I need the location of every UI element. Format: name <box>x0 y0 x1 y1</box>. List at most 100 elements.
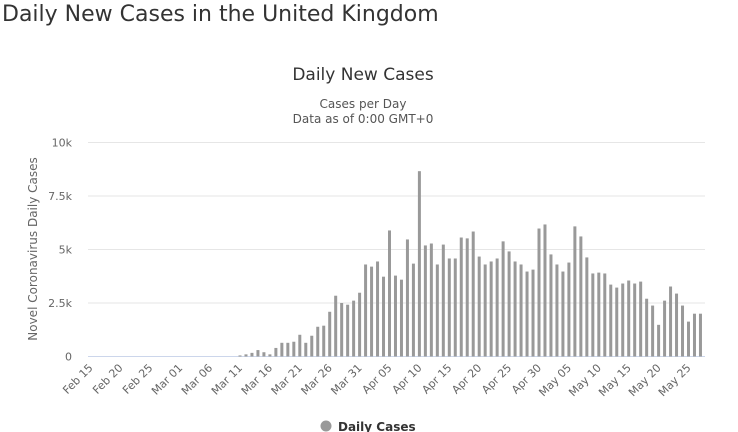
bar[interactable] <box>663 300 667 357</box>
x-tick-label: Mar 16 <box>239 361 275 397</box>
bar[interactable] <box>316 326 320 357</box>
x-tick-label: May 25 <box>656 361 694 399</box>
bar[interactable] <box>292 341 296 357</box>
bar[interactable] <box>429 243 433 357</box>
y-tick-label: 2.5k <box>48 297 72 310</box>
bar[interactable] <box>304 342 308 357</box>
bar[interactable] <box>286 342 290 357</box>
bar[interactable] <box>435 264 439 357</box>
bar[interactable] <box>280 342 284 357</box>
bar[interactable] <box>298 334 302 357</box>
bar[interactable] <box>681 305 685 357</box>
bar[interactable] <box>441 244 445 357</box>
bar[interactable] <box>585 257 589 357</box>
x-tick-label: Mar 31 <box>328 361 364 397</box>
bar[interactable] <box>603 273 607 357</box>
y-tick-label: 0 <box>65 351 72 364</box>
bar[interactable] <box>555 264 559 357</box>
bar[interactable] <box>687 321 690 357</box>
bar[interactable] <box>573 226 577 357</box>
bar[interactable] <box>698 313 702 357</box>
bar[interactable] <box>645 298 649 357</box>
bar[interactable] <box>561 271 565 357</box>
bar[interactable] <box>651 305 655 357</box>
bar[interactable] <box>513 261 517 357</box>
bar[interactable] <box>639 281 643 357</box>
bar[interactable] <box>519 264 523 357</box>
bar[interactable] <box>465 238 469 357</box>
bar[interactable] <box>621 283 625 357</box>
bar[interactable] <box>567 262 571 357</box>
bar[interactable] <box>262 352 266 357</box>
bar[interactable] <box>346 304 350 357</box>
bar[interactable] <box>388 230 391 357</box>
bar[interactable] <box>459 237 463 357</box>
bar[interactable] <box>597 272 601 357</box>
y-axis-label: Novel Coronavirus Daily Cases <box>26 157 40 340</box>
bar[interactable] <box>495 258 499 357</box>
bar[interactable] <box>483 264 487 357</box>
bar[interactable] <box>525 271 529 357</box>
bar[interactable] <box>310 335 314 357</box>
x-tick-label: Apr 10 <box>389 361 424 396</box>
bar[interactable] <box>549 254 553 357</box>
bar[interactable] <box>364 264 368 357</box>
bar[interactable] <box>507 251 511 357</box>
bar[interactable] <box>340 303 344 357</box>
bar[interactable] <box>633 283 637 357</box>
x-tick-label: Mar 06 <box>179 361 215 397</box>
bar[interactable] <box>399 279 403 357</box>
bar[interactable] <box>417 171 421 357</box>
bar[interactable] <box>627 280 631 357</box>
legend-label: Daily Cases <box>338 420 416 432</box>
bar[interactable] <box>334 295 338 357</box>
bar[interactable] <box>393 275 397 357</box>
bar[interactable] <box>692 313 696 357</box>
x-tick-label: Apr 20 <box>449 361 484 396</box>
y-tick-label: 7.5k <box>48 190 72 203</box>
x-tick-label: Mar 26 <box>299 361 335 397</box>
x-tick-label: Mar 11 <box>209 361 245 397</box>
x-tick-label: May 10 <box>566 361 604 399</box>
bar[interactable] <box>537 228 541 357</box>
bar[interactable] <box>471 231 475 357</box>
x-tick-label: Feb 20 <box>90 361 125 396</box>
bar[interactable] <box>382 276 386 357</box>
page-title: Daily New Cases in the United Kingdom <box>2 2 439 27</box>
bar[interactable] <box>256 350 260 357</box>
bar[interactable] <box>268 354 272 357</box>
bar[interactable] <box>370 266 374 357</box>
bar[interactable] <box>591 273 595 357</box>
bar[interactable] <box>675 293 679 357</box>
bar[interactable] <box>322 325 326 357</box>
bar[interactable] <box>358 292 362 357</box>
bar[interactable] <box>609 284 613 357</box>
bar[interactable] <box>411 263 415 357</box>
bar[interactable] <box>477 256 481 357</box>
bar[interactable] <box>274 347 278 357</box>
bar[interactable] <box>657 324 661 357</box>
bar[interactable] <box>423 245 427 357</box>
bar[interactable] <box>615 287 619 357</box>
bar[interactable] <box>244 354 248 357</box>
bar[interactable] <box>328 311 332 357</box>
bar[interactable] <box>376 261 380 357</box>
legend-item-daily-cases[interactable]: Daily Cases <box>320 420 416 432</box>
bar[interactable] <box>501 241 505 357</box>
x-tick-label: May 15 <box>596 361 634 399</box>
bar[interactable] <box>489 261 493 357</box>
bar[interactable] <box>447 258 451 357</box>
bar[interactable] <box>250 352 254 357</box>
bar[interactable] <box>238 355 242 357</box>
chart-subtitle-line-1: Cases per Day <box>320 97 407 111</box>
bar[interactable] <box>669 286 673 357</box>
bar[interactable] <box>543 224 547 357</box>
bar[interactable] <box>579 236 583 357</box>
x-tick-label: Apr 15 <box>419 361 454 396</box>
bar[interactable] <box>352 300 356 357</box>
x-tick-label: Apr 25 <box>479 361 514 396</box>
bar[interactable] <box>531 269 535 357</box>
bar[interactable] <box>405 239 409 357</box>
bar[interactable] <box>453 258 457 357</box>
x-tick-label: Apr 05 <box>360 361 395 396</box>
